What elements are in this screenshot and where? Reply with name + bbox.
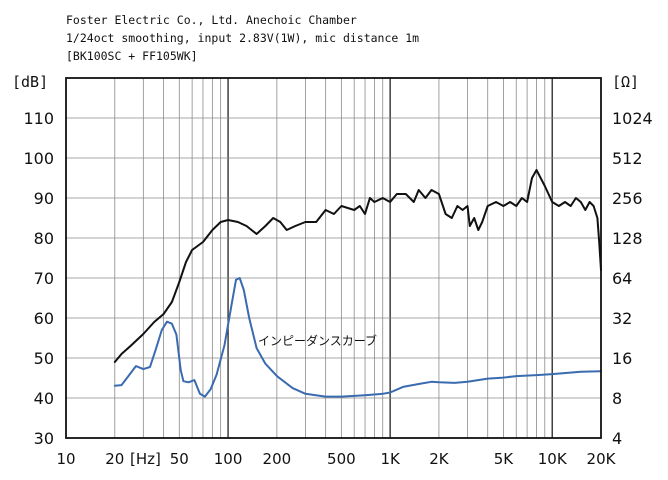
y-axis-unit-label: [dB] (12, 73, 48, 91)
y2-tick-label: 256 (612, 189, 643, 208)
y2-axis-unit-label: [Ω] (612, 73, 639, 91)
y2-tick-label: 512 (612, 149, 643, 168)
x-tick-label: 2K (429, 450, 450, 468)
right-y-tick-labels: 4 8 16 32 64 128 256 512 1024 (612, 109, 653, 448)
grid-lines (66, 78, 601, 438)
y-tick-label: 90 (34, 189, 54, 208)
impedance-curve-annotation: インピーダンスカーブ (258, 333, 377, 348)
x-tick-label: 10 (56, 450, 75, 468)
y-tick-label: 50 (34, 349, 54, 368)
y-tick-label: 70 (34, 269, 54, 288)
y2-tick-label: 16 (612, 349, 632, 368)
x-tick-label: 20K (587, 450, 617, 468)
series-lines (113, 169, 602, 398)
y2-tick-label: 8 (612, 389, 622, 408)
x-axis-unit-label: [Hz] (130, 450, 161, 468)
header-line-3: [BK100SC + FF105WK] (66, 49, 198, 63)
plot-frame (65, 77, 602, 439)
y-tick-label: 30 (34, 429, 54, 448)
y2-tick-label: 128 (612, 229, 643, 248)
left-y-tick-labels: 30 40 50 60 70 80 90 100 110 (23, 109, 54, 448)
x-tick-label: 1K (380, 450, 401, 468)
y-tick-label: 40 (34, 389, 54, 408)
x-tick-labels: 10 20 50 100 200 500 1K 2K 5K 10K 20K (56, 450, 616, 468)
x-tick-label: 200 (263, 450, 292, 468)
y2-tick-label: 32 (612, 309, 632, 328)
x-tick-label: 50 (170, 450, 189, 468)
header-line-1: Foster Electric Co., Ltd. Anechoic Chamb… (66, 13, 357, 27)
x-tick-label: 5K (494, 450, 515, 468)
y-tick-label: 60 (34, 309, 54, 328)
x-tick-label: 500 (327, 450, 356, 468)
y-tick-label: 110 (23, 109, 54, 128)
y2-tick-label: 1024 (612, 109, 653, 128)
header-line-2: 1/24oct smoothing, input 2.83V(1W), mic … (66, 31, 419, 45)
spl-response-line (113, 169, 602, 363)
y2-tick-label: 64 (612, 269, 632, 288)
x-tick-label: 10K (538, 450, 568, 468)
x-tick-label: 100 (214, 450, 243, 468)
y-tick-label: 100 (23, 149, 54, 168)
x-tick-label: 20 (105, 450, 124, 468)
y2-tick-label: 4 (612, 429, 622, 448)
impedance-curve-line (113, 277, 602, 398)
y-tick-label: 80 (34, 229, 54, 248)
